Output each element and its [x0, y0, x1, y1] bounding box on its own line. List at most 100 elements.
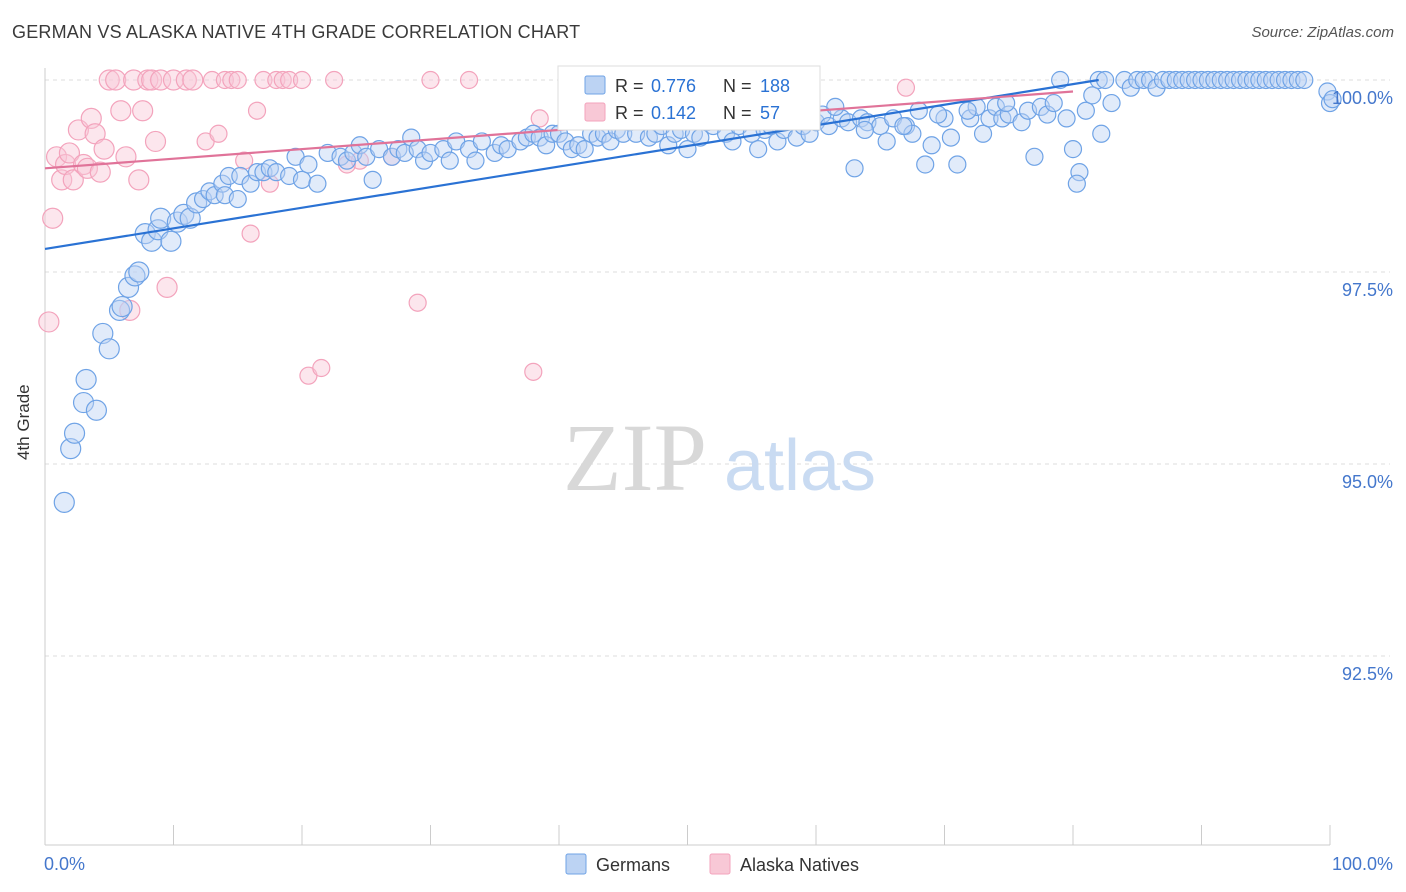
germans-point: [1263, 70, 1282, 90]
alaska-natives-point: [175, 69, 197, 91]
stats-r-value-2: 0.142: [651, 103, 696, 123]
alaska-natives-point: [222, 70, 241, 90]
legend-swatch-alaska: [709, 853, 731, 875]
stats-r-label-1: R =: [615, 76, 644, 96]
germans-point: [1051, 70, 1070, 90]
alaska-natives-point: [141, 69, 163, 91]
alaska-natives-point: [254, 70, 273, 90]
watermark-atlas: atlas: [724, 426, 876, 506]
alaska-natives-point: [202, 70, 222, 90]
alaska-natives-point: [235, 151, 254, 170]
germans-point: [1057, 109, 1076, 128]
germans-point: [1256, 70, 1275, 90]
germans-point: [1166, 70, 1185, 90]
germans-point: [1012, 113, 1031, 132]
alaska-natives-point: [156, 276, 178, 298]
stats-n-value-2: 57: [760, 103, 780, 123]
germans-point: [948, 155, 967, 174]
germans-point: [1237, 70, 1256, 90]
germans-point: [1067, 174, 1086, 193]
source-label: Source: ZipAtlas.com: [1251, 24, 1394, 41]
germans-point: [150, 207, 172, 229]
alaska-natives-point: [215, 70, 234, 90]
alaska-natives-point: [292, 70, 312, 90]
alaska-natives-point: [144, 130, 167, 153]
alaska-natives-point: [241, 224, 260, 243]
y-tick-label: 92.5%: [1342, 664, 1393, 684]
alaska-natives-point: [408, 293, 427, 312]
germans-point: [160, 230, 182, 252]
germans-point: [1063, 140, 1083, 159]
germans-point: [1160, 70, 1179, 90]
stats-n-label-1: N =: [723, 76, 752, 96]
germans-point: [1083, 86, 1102, 105]
stats-r-value-1: 0.776: [651, 76, 696, 96]
alaska-natives-point: [421, 70, 440, 90]
germans-point: [228, 189, 247, 209]
stats-n-value-1: 188: [760, 76, 790, 96]
alaska-natives-point: [110, 100, 132, 122]
germans-point: [124, 265, 146, 287]
legend-label-alaska: Alaska Natives: [740, 855, 859, 875]
germans-point: [1070, 163, 1089, 182]
germans-point: [1102, 93, 1121, 113]
germans-trend-line: [44, 78, 1099, 251]
alaska-natives-point: [54, 153, 77, 176]
alaska-natives-point: [58, 142, 81, 164]
germans-point: [1250, 70, 1269, 90]
alaska-natives-point: [524, 362, 543, 381]
germans-point: [575, 140, 594, 159]
germans-point: [1198, 70, 1218, 90]
germans-point: [1076, 101, 1095, 120]
alaska-natives-point: [89, 161, 111, 183]
germans-point: [440, 151, 459, 170]
germans-point: [1295, 70, 1314, 90]
legend-swatch-germans: [565, 853, 587, 875]
germans-point: [1282, 70, 1301, 90]
germans-point: [877, 132, 896, 151]
x-tick-label-start: 0.0%: [44, 854, 85, 874]
alaska-natives-point: [459, 70, 479, 90]
germans-point: [1044, 93, 1063, 113]
y-tick-label: 100.0%: [1332, 88, 1393, 108]
germans-point: [72, 391, 95, 414]
bottom-legend: Germans Alaska Natives: [565, 853, 859, 875]
germans-point: [466, 151, 485, 170]
germans-point: [826, 97, 845, 116]
germans-point: [1179, 70, 1198, 90]
germans-point: [845, 159, 864, 178]
germans-point: [958, 101, 977, 120]
germans-point: [85, 399, 108, 421]
germans-point: [1269, 70, 1288, 90]
stats-legend: R = 0.776 N = 188 R = 0.142 N = 57: [557, 65, 821, 131]
germans-point: [363, 170, 382, 189]
germans-point: [723, 132, 742, 151]
germans-point: [1185, 70, 1205, 90]
stats-r-label-2: R =: [615, 103, 644, 123]
alaska-natives-point: [312, 358, 331, 378]
alaska-natives-point: [76, 157, 99, 179]
alaska-natives-point: [38, 311, 60, 333]
alaska-natives-point: [132, 100, 154, 122]
alaska-natives-point: [325, 70, 344, 90]
germans-point: [537, 136, 556, 155]
alaska-natives-point: [247, 101, 267, 120]
germans-point: [1096, 70, 1115, 90]
stats-swatch-alaska: [584, 102, 606, 122]
germans-point: [1092, 124, 1111, 143]
alaska-natives-point: [42, 207, 64, 229]
germans-point: [1025, 147, 1044, 166]
germans-point: [292, 170, 312, 189]
axes: [44, 68, 1331, 846]
watermark: ZIP atlas: [563, 404, 876, 511]
germans-point: [749, 140, 768, 159]
germans-point: [1173, 70, 1192, 90]
y-tick-label: 97.5%: [1342, 280, 1393, 300]
alaska-natives-point: [280, 70, 299, 90]
alaska-natives-point: [182, 69, 204, 91]
germans-point: [1128, 70, 1147, 90]
alaska-natives-point: [128, 169, 150, 191]
alaska-natives-point: [105, 69, 127, 91]
alaska-natives-point: [93, 138, 115, 160]
germans-point: [241, 174, 260, 193]
